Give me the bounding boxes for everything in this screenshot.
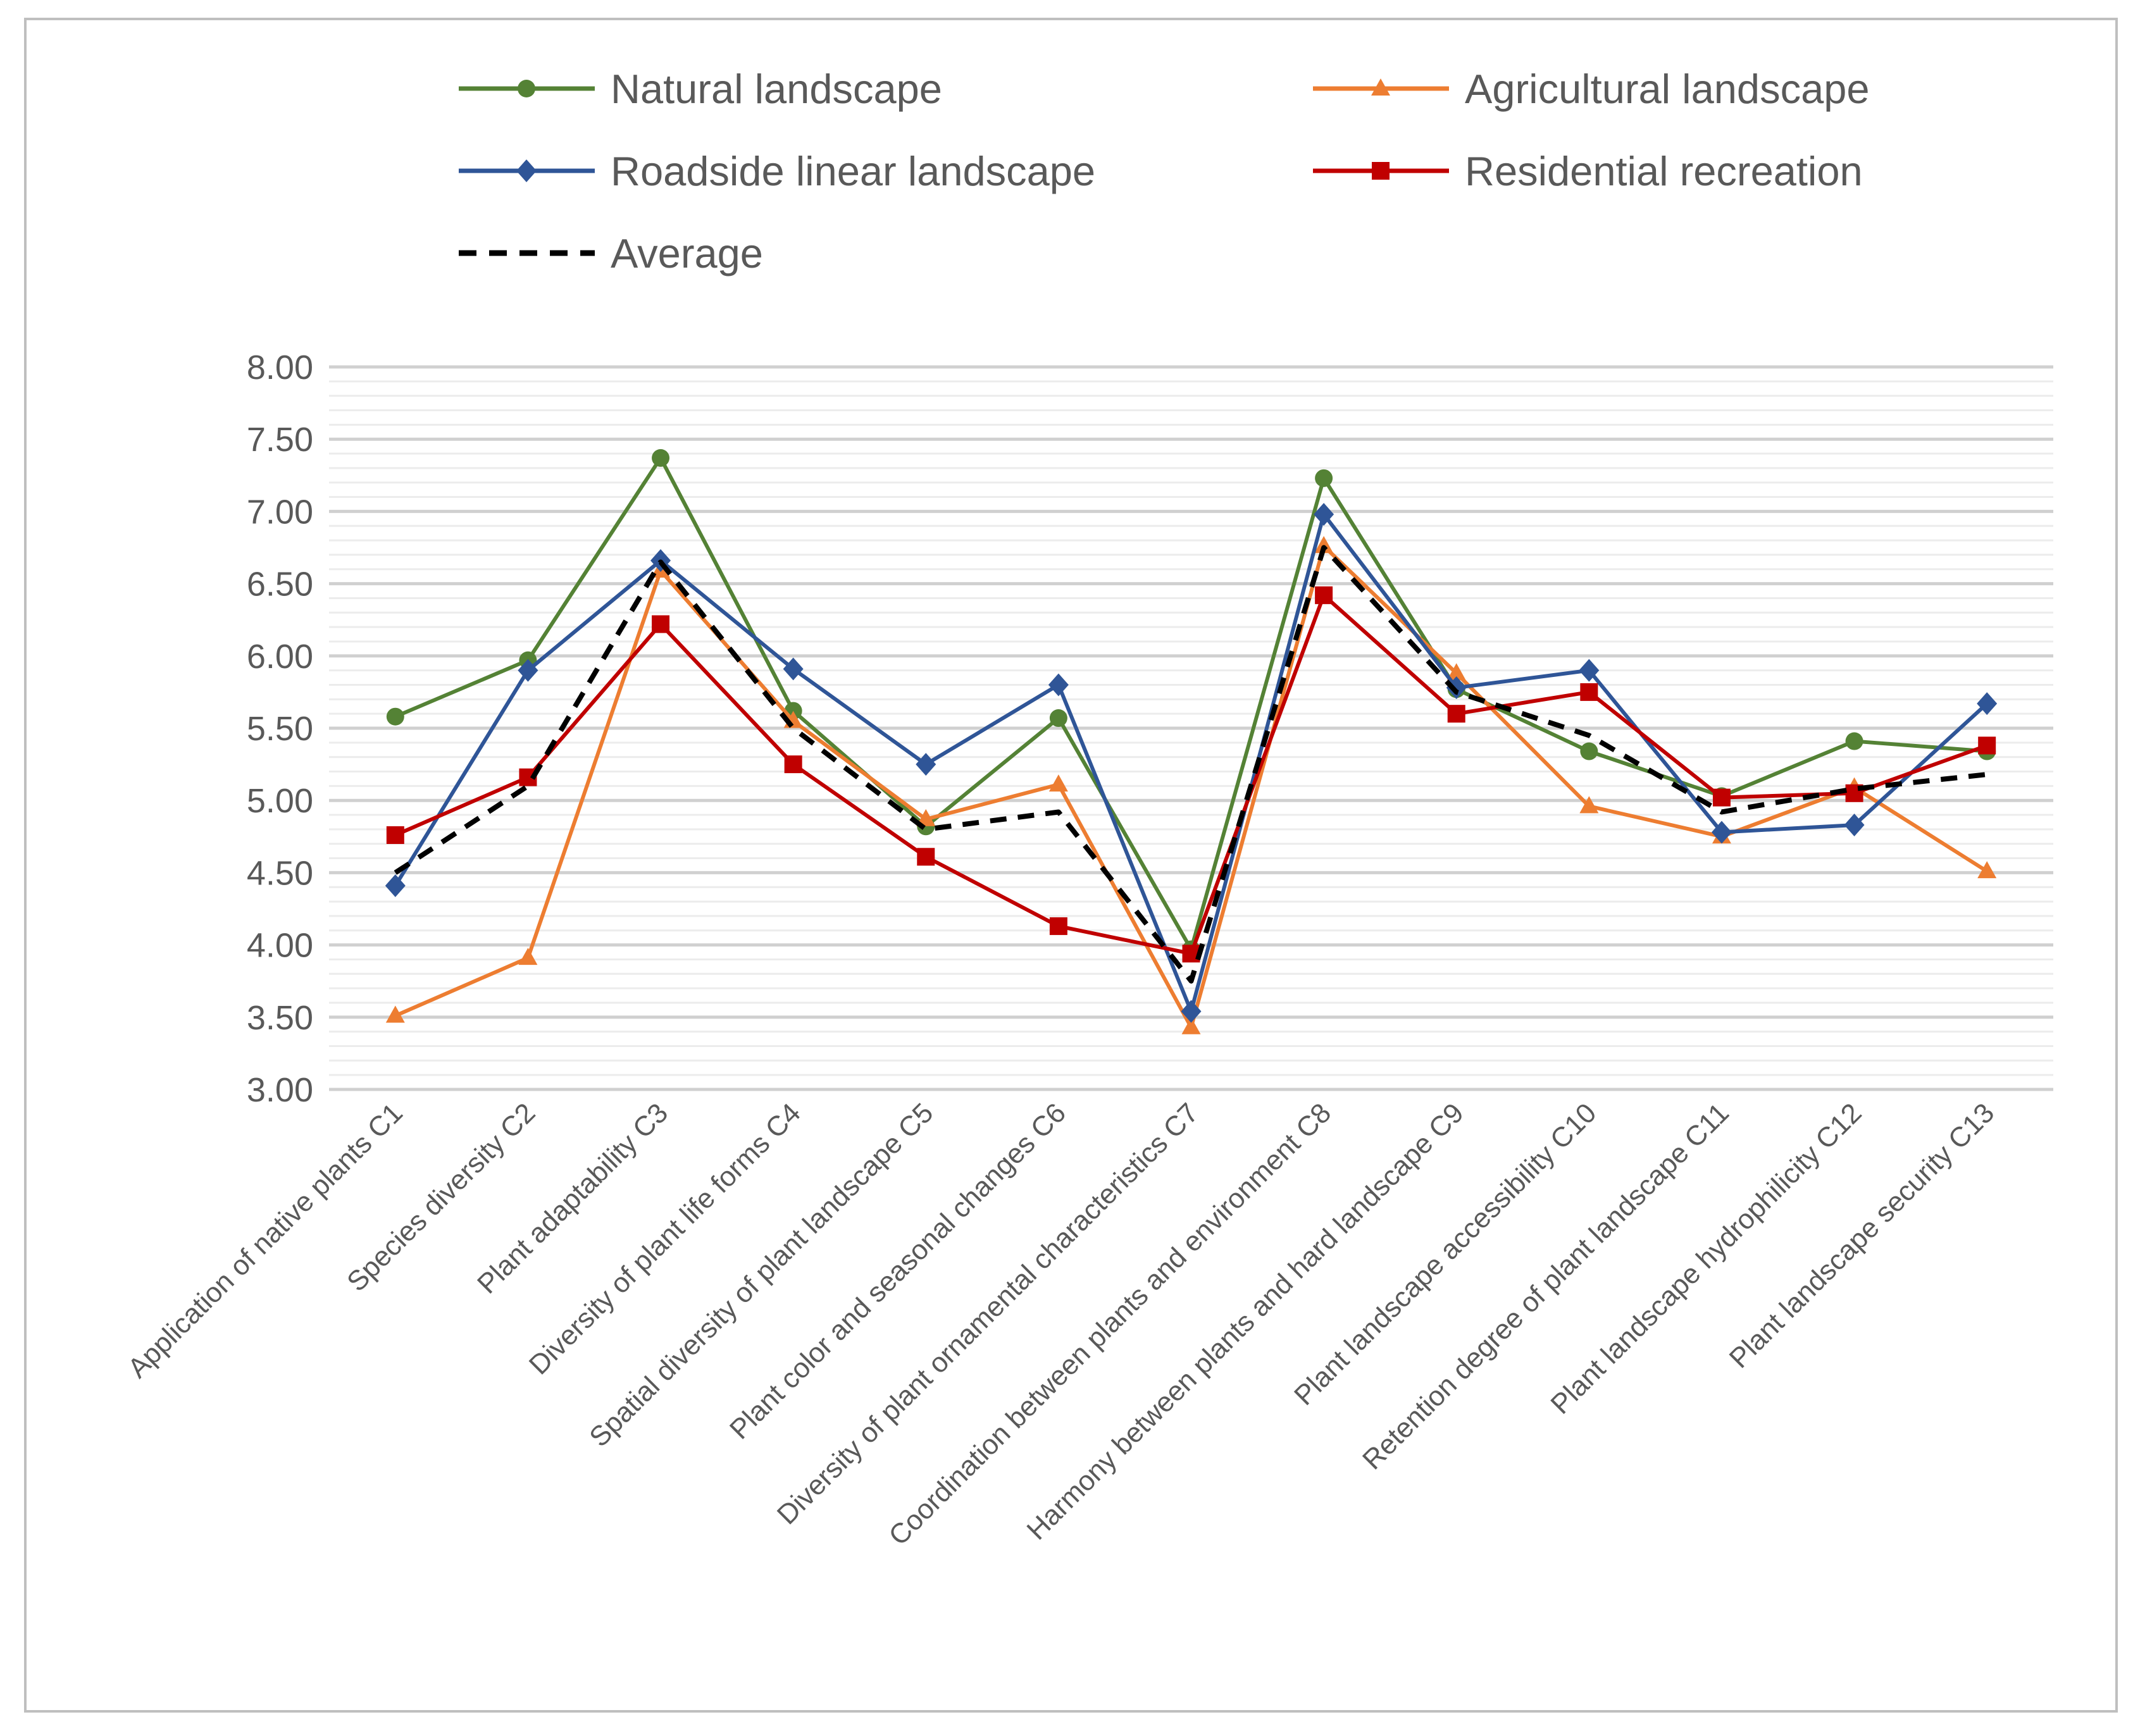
y-tick-label: 3.00	[247, 1071, 313, 1109]
legend-label: Natural landscape	[611, 66, 942, 112]
data-point	[1049, 917, 1067, 935]
series-average	[394, 545, 1987, 984]
data-point	[1580, 683, 1598, 701]
data-point	[1048, 774, 1068, 792]
data-point	[1977, 861, 1997, 879]
data-point	[916, 809, 936, 826]
data-point	[1315, 586, 1333, 604]
data-point	[1579, 659, 1600, 682]
series-layer	[385, 449, 1998, 1034]
y-tick-label: 3.50	[247, 999, 313, 1037]
data-point	[1314, 536, 1334, 554]
data-point	[386, 707, 404, 726]
data-point	[783, 657, 804, 681]
legend: Natural landscape Agricultural landscape R…	[459, 66, 1870, 276]
legend-item-agricultural-landscape: Agricultural landscape	[1313, 66, 1870, 112]
data-point	[1048, 673, 1069, 697]
legend-item-average: Average	[459, 230, 763, 276]
data-point	[1712, 788, 1731, 807]
data-point	[1447, 705, 1465, 723]
data-point	[1845, 732, 1863, 750]
data-point	[916, 753, 936, 776]
grid	[329, 365, 2053, 1091]
legend-marker	[1372, 162, 1390, 180]
legend-marker	[518, 80, 535, 97]
y-tick-label: 7.00	[247, 493, 313, 531]
data-point	[1579, 796, 1599, 814]
data-point	[1315, 469, 1333, 487]
data-point	[518, 659, 538, 682]
y-tick-label: 6.50	[247, 566, 313, 604]
data-point	[1580, 742, 1598, 760]
legend-item-natural-landscape: Natural landscape	[459, 66, 942, 112]
data-point	[652, 449, 670, 467]
data-point	[1978, 736, 1996, 755]
y-tick-label: 4.50	[247, 854, 313, 892]
legend-marker	[1371, 78, 1390, 96]
y-tick-label: 6.00	[247, 638, 313, 676]
legend-marker	[516, 159, 537, 182]
data-point	[1049, 709, 1067, 728]
data-point	[1314, 502, 1334, 526]
legend-label: Roadside linear landscape	[611, 148, 1095, 194]
data-point	[1181, 1000, 1202, 1023]
data-point	[784, 755, 802, 774]
data-point	[1711, 821, 1732, 844]
legend-label: Average	[611, 230, 763, 276]
y-tick-label: 5.50	[247, 710, 313, 748]
data-point	[1446, 663, 1466, 681]
series-residential-recreation	[386, 586, 1996, 963]
data-point	[1977, 692, 1998, 716]
data-point	[386, 826, 404, 845]
legend-item-roadside-linear-landscape: Roadside linear landscape	[459, 148, 1095, 194]
legend-label: Residential recreation	[1465, 148, 1863, 194]
chart-border	[24, 18, 2118, 1713]
y-tick-label: 5.00	[247, 782, 313, 820]
legend-label: Agricultural landscape	[1465, 66, 1870, 112]
data-point	[652, 615, 670, 633]
data-point	[1446, 676, 1467, 700]
legend-item-residential-recreation: Residential recreation	[1313, 148, 1863, 194]
data-point	[1844, 814, 1865, 837]
data-point	[917, 848, 935, 866]
data-point	[518, 948, 538, 965]
data-point	[385, 874, 406, 897]
y-tick-label: 8.00	[247, 349, 313, 387]
data-point	[385, 1005, 405, 1023]
y-axis: 3.00 3.50 4.00 4.50 5.00 5.50 6.00 6.50 7.00 7.50…	[247, 349, 313, 1109]
y-tick-label: 4.00	[247, 927, 313, 965]
series-line	[394, 545, 1987, 984]
data-point	[1181, 1017, 1201, 1034]
y-tick-label: 7.50	[247, 421, 313, 459]
